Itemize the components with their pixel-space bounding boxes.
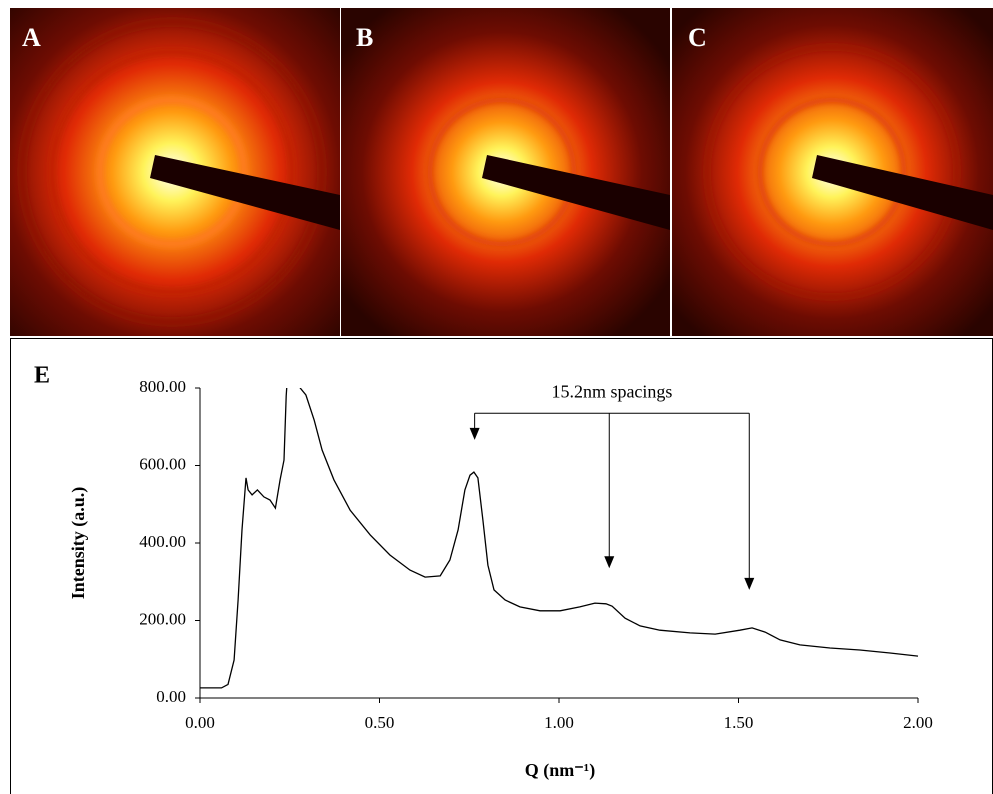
- x-tick-label: 0.00: [185, 713, 215, 732]
- x-tick-label: 1.00: [544, 713, 574, 732]
- x-tick-label: 0.50: [365, 713, 395, 732]
- y-tick-label: 200.00: [139, 609, 186, 628]
- line: [200, 388, 919, 689]
- image-a: [10, 8, 340, 336]
- x-tick-label: 1.50: [724, 713, 754, 732]
- arrow-head: [604, 556, 615, 569]
- y-tick-label: 0.00: [156, 687, 186, 706]
- y-tick-label: 400.00: [139, 532, 186, 551]
- x-tick-label: 2.00: [903, 713, 933, 732]
- y-axis-label: Intensity (a.u.): [68, 487, 89, 600]
- image-b: [341, 8, 670, 336]
- arrow-head: [469, 427, 480, 440]
- panel-label: C: [688, 23, 707, 52]
- image-c: [672, 8, 993, 336]
- y-tick-label: 600.00: [139, 454, 186, 473]
- panel-label: E: [34, 363, 50, 389]
- panel-label: B: [356, 23, 373, 52]
- x-axis-label: Q (nm⁻¹): [525, 760, 595, 781]
- annotation-text: 15.2nm spacings: [551, 381, 672, 401]
- y-tick-label: 800.00: [139, 377, 186, 396]
- arrow-head: [744, 577, 755, 590]
- chart-frame: [10, 338, 993, 794]
- panel-label: A: [22, 23, 41, 52]
